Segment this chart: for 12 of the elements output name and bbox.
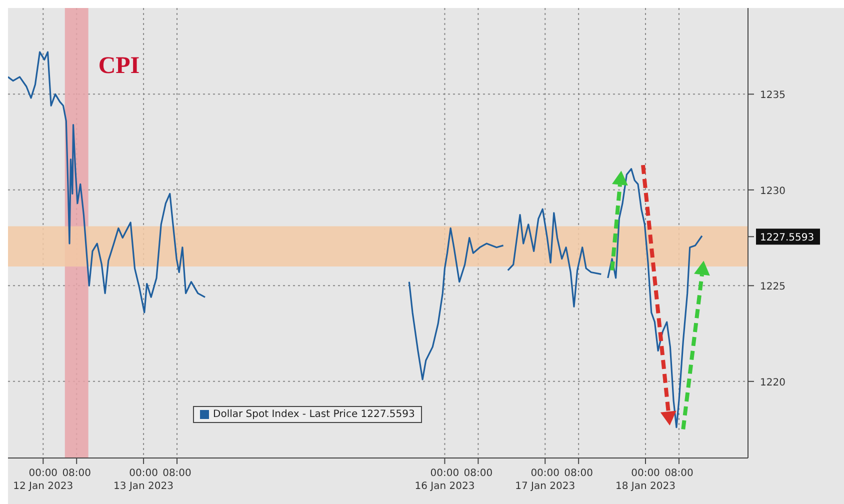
y-tick-label: 1235 <box>760 90 786 102</box>
band-label: CPI <box>98 53 140 79</box>
x-tick-label: 08:00 <box>464 468 493 479</box>
y-tick-label: 1225 <box>760 282 786 293</box>
y-tick-label: 1230 <box>760 186 786 197</box>
x-tick-label: 08:00 <box>162 468 192 479</box>
y-tick-label: 1227.5593 <box>760 232 814 244</box>
y-tick-label: 1220 <box>760 377 786 388</box>
x-tick-label: 08:00 <box>664 468 694 479</box>
x-tick-label: 08:00 <box>62 468 92 479</box>
legend-label: Dollar Spot Index - Last Price 1227.5593 <box>213 409 415 420</box>
x-tick-label: 08:00 <box>564 468 593 479</box>
